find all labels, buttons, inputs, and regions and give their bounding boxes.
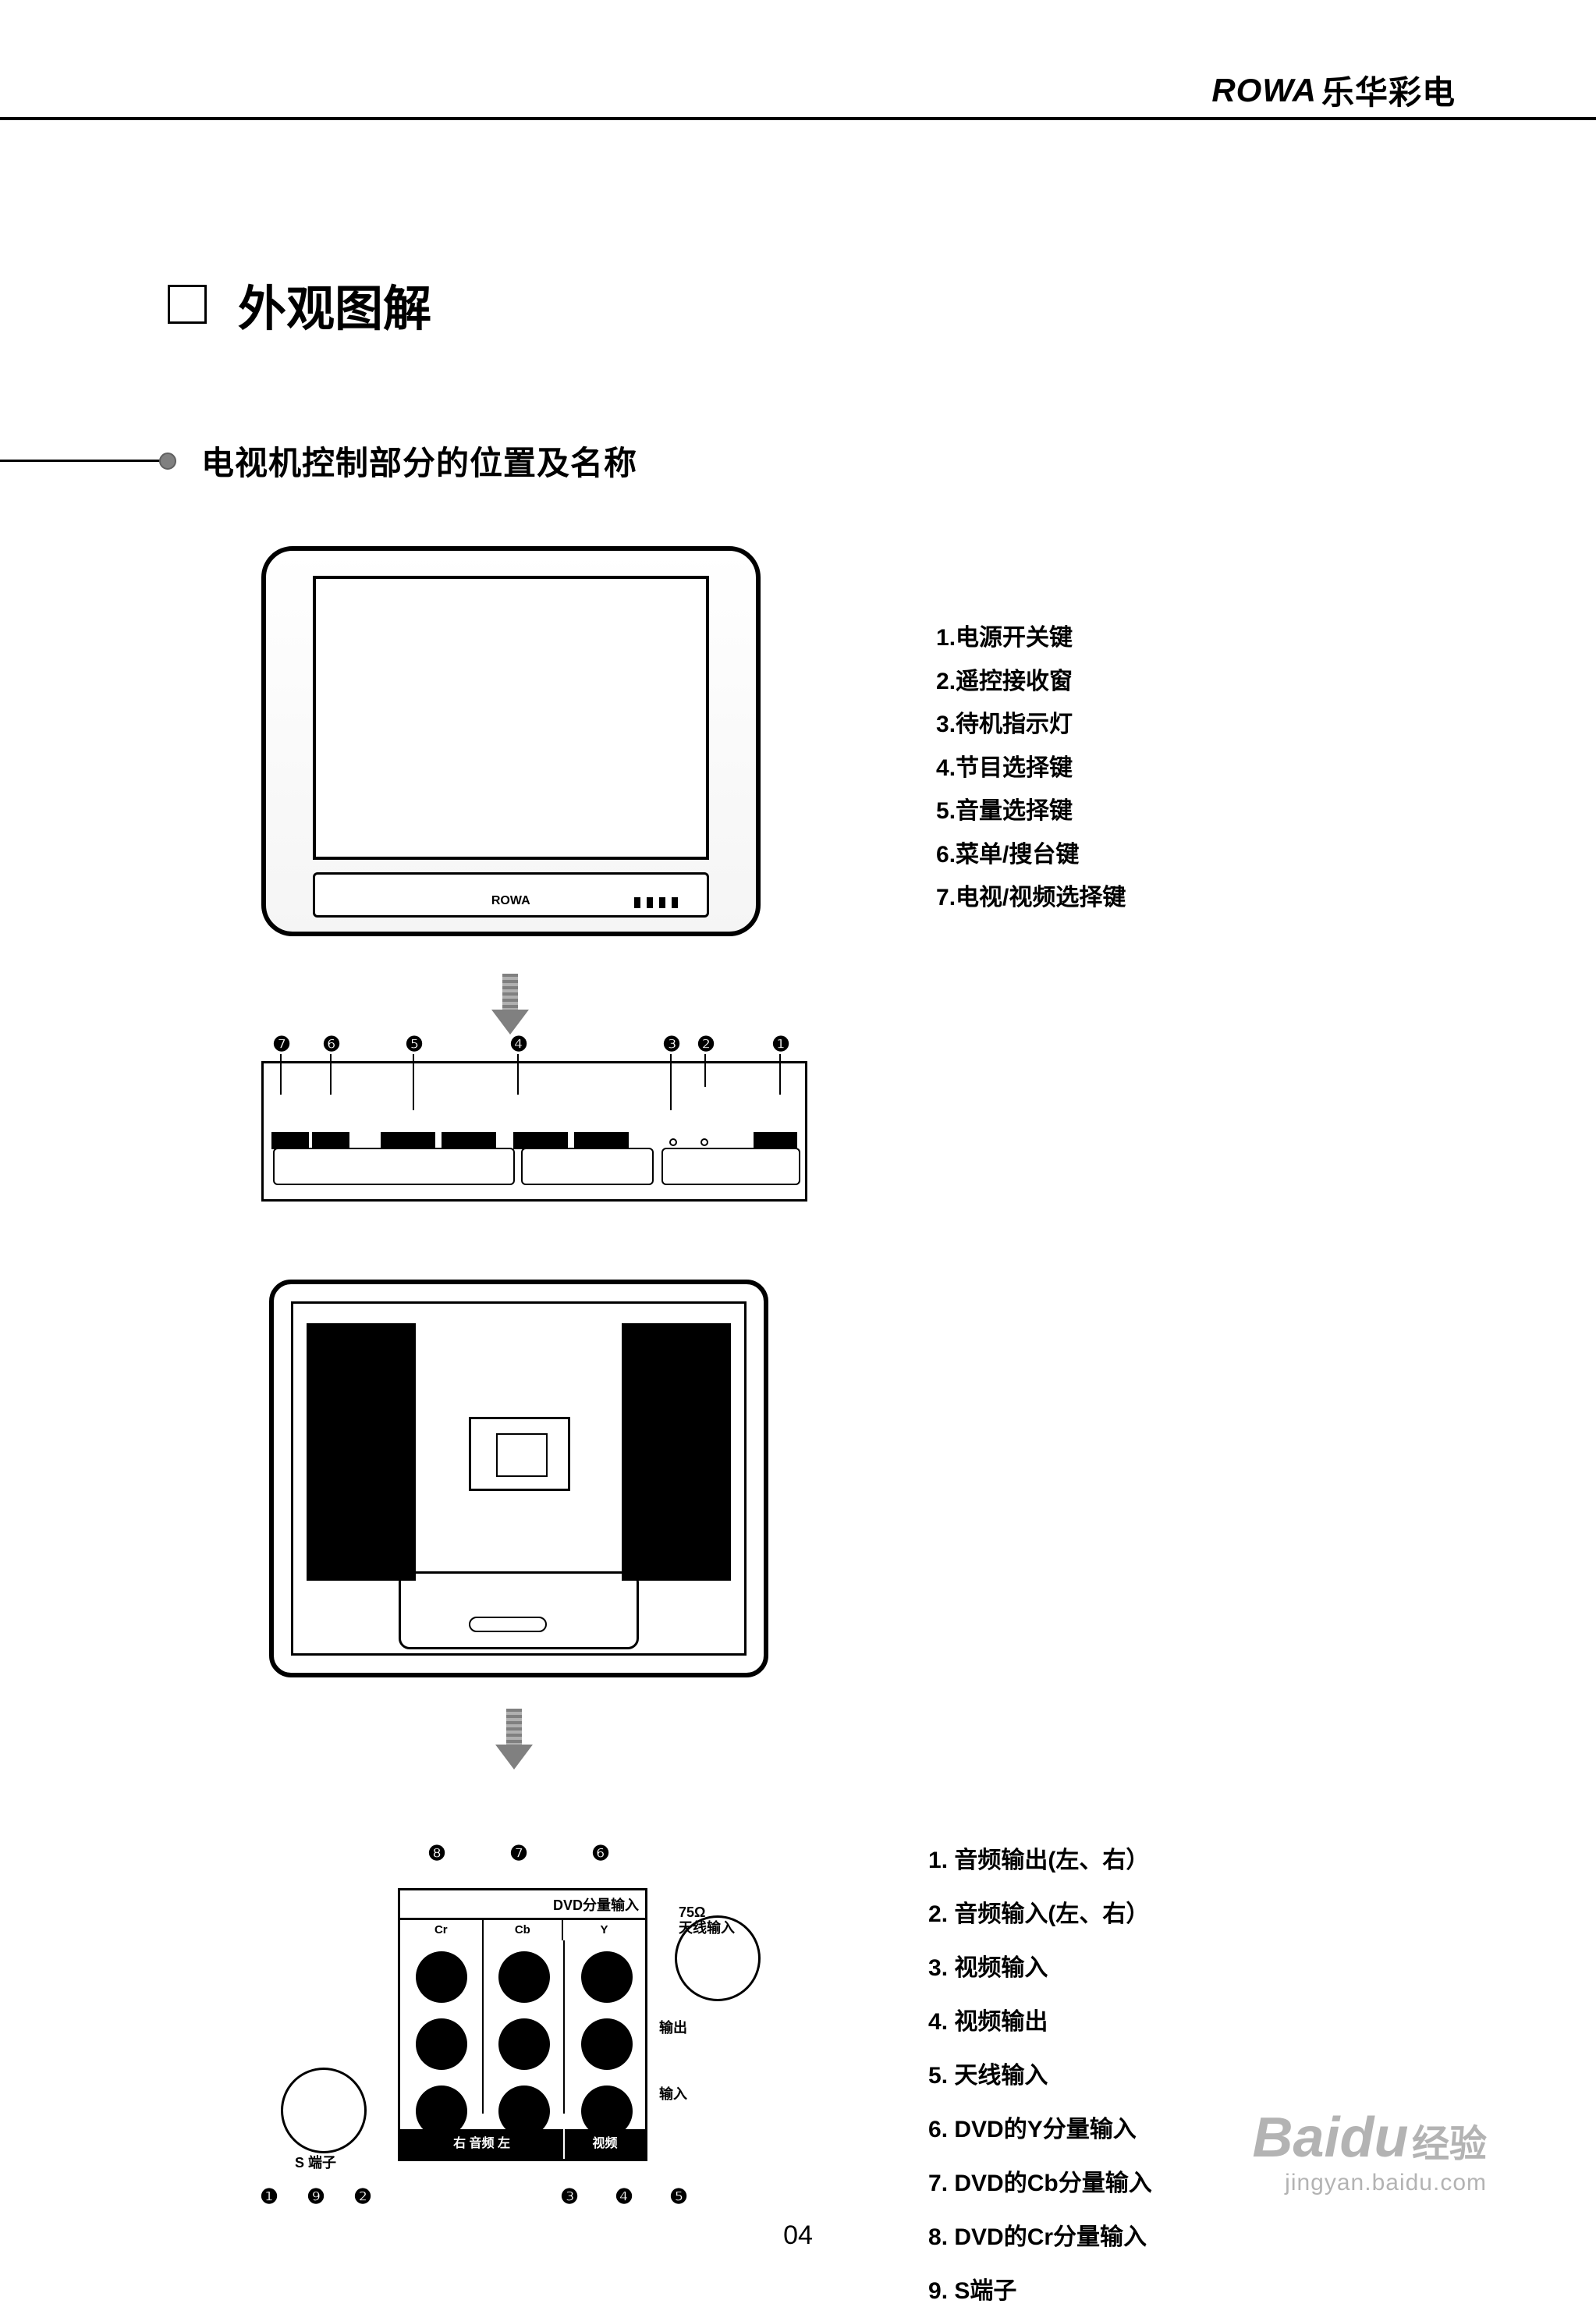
header-rule	[0, 117, 1596, 120]
jack	[581, 1951, 633, 2003]
legend-item: 7.电视/视频选择键	[936, 876, 1126, 920]
btn	[574, 1132, 629, 1149]
antenna-label: 75Ω 天线输入	[679, 1905, 735, 1936]
jack-footer-left: 右 音频 左	[400, 2129, 563, 2159]
legend-item: 4. 视频输出	[928, 1995, 1152, 2049]
btn	[754, 1132, 797, 1149]
legend-item: 4.节目选择键	[936, 747, 1126, 790]
tv-back-diagram	[269, 1280, 768, 1677]
dot	[669, 1138, 677, 1146]
callout-3: ❸	[660, 1032, 683, 1056]
jack	[581, 2018, 633, 2070]
tv-frame: ROWA	[261, 546, 761, 936]
callout-6: ❻	[320, 1032, 343, 1056]
callout-7: ❼	[270, 1032, 293, 1056]
jack-col: Cb	[482, 1920, 564, 1940]
watermark-url: jingyan.baidu.com	[1253, 2170, 1487, 2196]
panel-bar	[273, 1148, 515, 1185]
btn	[381, 1132, 435, 1149]
jack	[498, 1951, 550, 2003]
title-bullet-square	[168, 285, 207, 324]
front-control-panel-diagram: ❼ ❻ ❺ ❹ ❸ ❷ ❶	[261, 1061, 807, 1202]
watermark: Baidu 经验 jingyan.baidu.com	[1253, 2106, 1487, 2196]
legend-item: 1. 音频输出(左、右）	[928, 1833, 1152, 1887]
callout-3: ❸	[558, 2185, 581, 2208]
btn	[442, 1132, 496, 1149]
jack-col: Cr	[400, 1920, 482, 1940]
callout-8: ❽	[425, 1841, 449, 1865]
s-terminal-jack	[281, 2068, 367, 2153]
arrow-down-icon	[491, 974, 529, 1036]
callout-1: ❶	[257, 2185, 281, 2208]
title-row: 外观图解	[168, 269, 431, 339]
page-title: 外观图解	[238, 269, 431, 339]
tv-front-diagram: ROWA	[261, 546, 768, 960]
tv-leds	[634, 897, 678, 908]
jack-header: DVD分量输入	[400, 1890, 645, 1920]
watermark-brand: Baidu	[1253, 2107, 1409, 2169]
subtitle-row: 电视机控制部分的位置及名称	[0, 437, 718, 485]
callout-4: ❹	[612, 2185, 636, 2208]
legend-item: 9. S端子	[928, 2264, 1152, 2318]
callout-4: ❹	[507, 1032, 530, 1056]
manual-page: ROWA 乐华彩电 外观图解 电视机控制部分的位置及名称 ROWA ❼ ❻ ❺ …	[0, 0, 1596, 2306]
tv-logo: ROWA	[491, 894, 530, 908]
legend-item: 1.电源开关键	[936, 616, 1126, 660]
legend-item: 3.待机指示灯	[936, 703, 1126, 747]
legend-item: 5.音量选择键	[936, 790, 1126, 833]
btn	[513, 1132, 568, 1149]
subtitle-rule	[0, 460, 168, 462]
callout-1: ❶	[769, 1032, 793, 1056]
front-controls-legend: 1.电源开关键 2.遥控接收窗 3.待机指示灯 4.节目选择键 5.音量选择键 …	[936, 616, 1126, 920]
jack	[498, 2018, 550, 2070]
legend-item: 5. 天线输入	[928, 2049, 1152, 2103]
callout-7: ❼	[507, 1841, 530, 1865]
page-number: 04	[783, 2220, 813, 2251]
dot	[700, 1138, 708, 1146]
arrow-down-icon	[495, 1709, 533, 1771]
back-panel-window	[469, 1417, 570, 1491]
jack-col: Y	[563, 1920, 645, 1940]
brand-cn: 乐华彩电	[1321, 66, 1456, 114]
output-label: 输出	[659, 2017, 687, 2037]
jack-footer-right: 视频	[563, 2129, 645, 2159]
brand-header: ROWA 乐华彩电	[1211, 66, 1456, 114]
legend-item: 7. DVD的Cb分量输入	[928, 2156, 1152, 2210]
jack	[416, 1951, 467, 2003]
watermark-cn: 经验	[1412, 2124, 1487, 2165]
rear-jack-panel-diagram: ❽ ❼ ❻ DVD分量输入 Cr Cb Y 右 音频 左 视频 75Ω 天线输入…	[250, 1841, 819, 2216]
input-label: 输入	[659, 2083, 687, 2103]
panel-bar	[661, 1148, 800, 1185]
back-slot	[469, 1617, 547, 1632]
callout-9: ❾	[304, 2185, 328, 2208]
legend-item: 2. 音频输入(左、右）	[928, 1887, 1152, 1941]
legend-item: 6.菜单/搜台键	[936, 833, 1126, 877]
callout-6: ❻	[589, 1841, 612, 1865]
legend-item: 6. DVD的Y分量输入	[928, 2103, 1152, 2156]
s-terminal-label: S 端子	[295, 2152, 336, 2172]
legend-item: 8. DVD的Cr分量输入	[928, 2210, 1152, 2264]
btn	[312, 1132, 349, 1149]
subtitle-bullet	[159, 453, 176, 470]
btn	[271, 1132, 309, 1149]
jack-block: DVD分量输入 Cr Cb Y 右 音频 左 视频	[398, 1888, 647, 2161]
tv-screen	[313, 576, 709, 860]
legend-item: 2.遥控接收窗	[936, 660, 1126, 704]
subtitle-text: 电视机控制部分的位置及名称	[201, 437, 637, 485]
brand-en: ROWA	[1211, 72, 1317, 109]
callout-5: ❺	[667, 2185, 690, 2208]
panel-bar	[521, 1148, 654, 1185]
speaker-left	[307, 1323, 416, 1581]
callout-2: ❷	[351, 2185, 374, 2208]
rear-ports-legend: 1. 音频输出(左、右） 2. 音频输入(左、右） 3. 视频输入 4. 视频输…	[928, 1833, 1152, 2318]
callout-2: ❷	[694, 1032, 718, 1056]
jack	[416, 2018, 467, 2070]
legend-item: 3. 视频输入	[928, 1941, 1152, 1995]
callout-5: ❺	[403, 1032, 426, 1056]
speaker-right	[622, 1323, 731, 1581]
back-bottom-panel	[399, 1571, 639, 1649]
